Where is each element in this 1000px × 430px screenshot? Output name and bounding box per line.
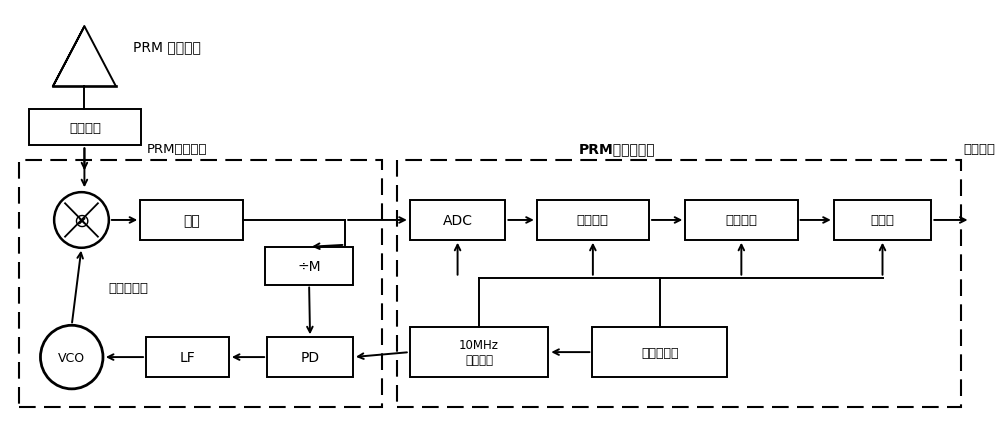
Text: LF: LF bbox=[180, 350, 195, 364]
Bar bbox=[410, 328, 548, 377]
Text: 位同步: 位同步 bbox=[871, 214, 895, 227]
Text: PRM中频信号: PRM中频信号 bbox=[147, 143, 207, 156]
Text: ADC: ADC bbox=[443, 213, 473, 227]
Text: VCO: VCO bbox=[58, 351, 85, 364]
Bar bbox=[146, 338, 229, 377]
Bar bbox=[140, 201, 243, 240]
Text: 中放: 中放 bbox=[183, 213, 200, 227]
Circle shape bbox=[40, 326, 103, 389]
Text: 模拟锁相环: 模拟锁相环 bbox=[108, 281, 148, 295]
Text: PRM数字解调器: PRM数字解调器 bbox=[578, 142, 655, 156]
Text: ⊗: ⊗ bbox=[73, 211, 90, 230]
Text: 信息序列: 信息序列 bbox=[964, 143, 996, 156]
Circle shape bbox=[54, 193, 109, 248]
Bar bbox=[410, 201, 505, 240]
Bar bbox=[267, 338, 353, 377]
Text: 时钟发生器: 时钟发生器 bbox=[641, 346, 679, 359]
Text: ÷M: ÷M bbox=[297, 259, 321, 273]
Bar bbox=[834, 201, 931, 240]
Text: PD: PD bbox=[301, 350, 320, 364]
Bar bbox=[29, 109, 141, 146]
Bar bbox=[19, 161, 382, 407]
Text: PRM 射频信号: PRM 射频信号 bbox=[133, 40, 201, 54]
Bar bbox=[397, 161, 961, 407]
Bar bbox=[537, 201, 649, 240]
Bar bbox=[592, 328, 727, 377]
Bar bbox=[265, 247, 353, 285]
Text: 冲击滤波: 冲击滤波 bbox=[577, 214, 609, 227]
Text: 10MHz
参考晶振: 10MHz 参考晶振 bbox=[459, 338, 499, 366]
Bar bbox=[685, 201, 798, 240]
Text: 前置放大: 前置放大 bbox=[69, 121, 101, 134]
Text: 检测判决: 检测判决 bbox=[725, 214, 757, 227]
